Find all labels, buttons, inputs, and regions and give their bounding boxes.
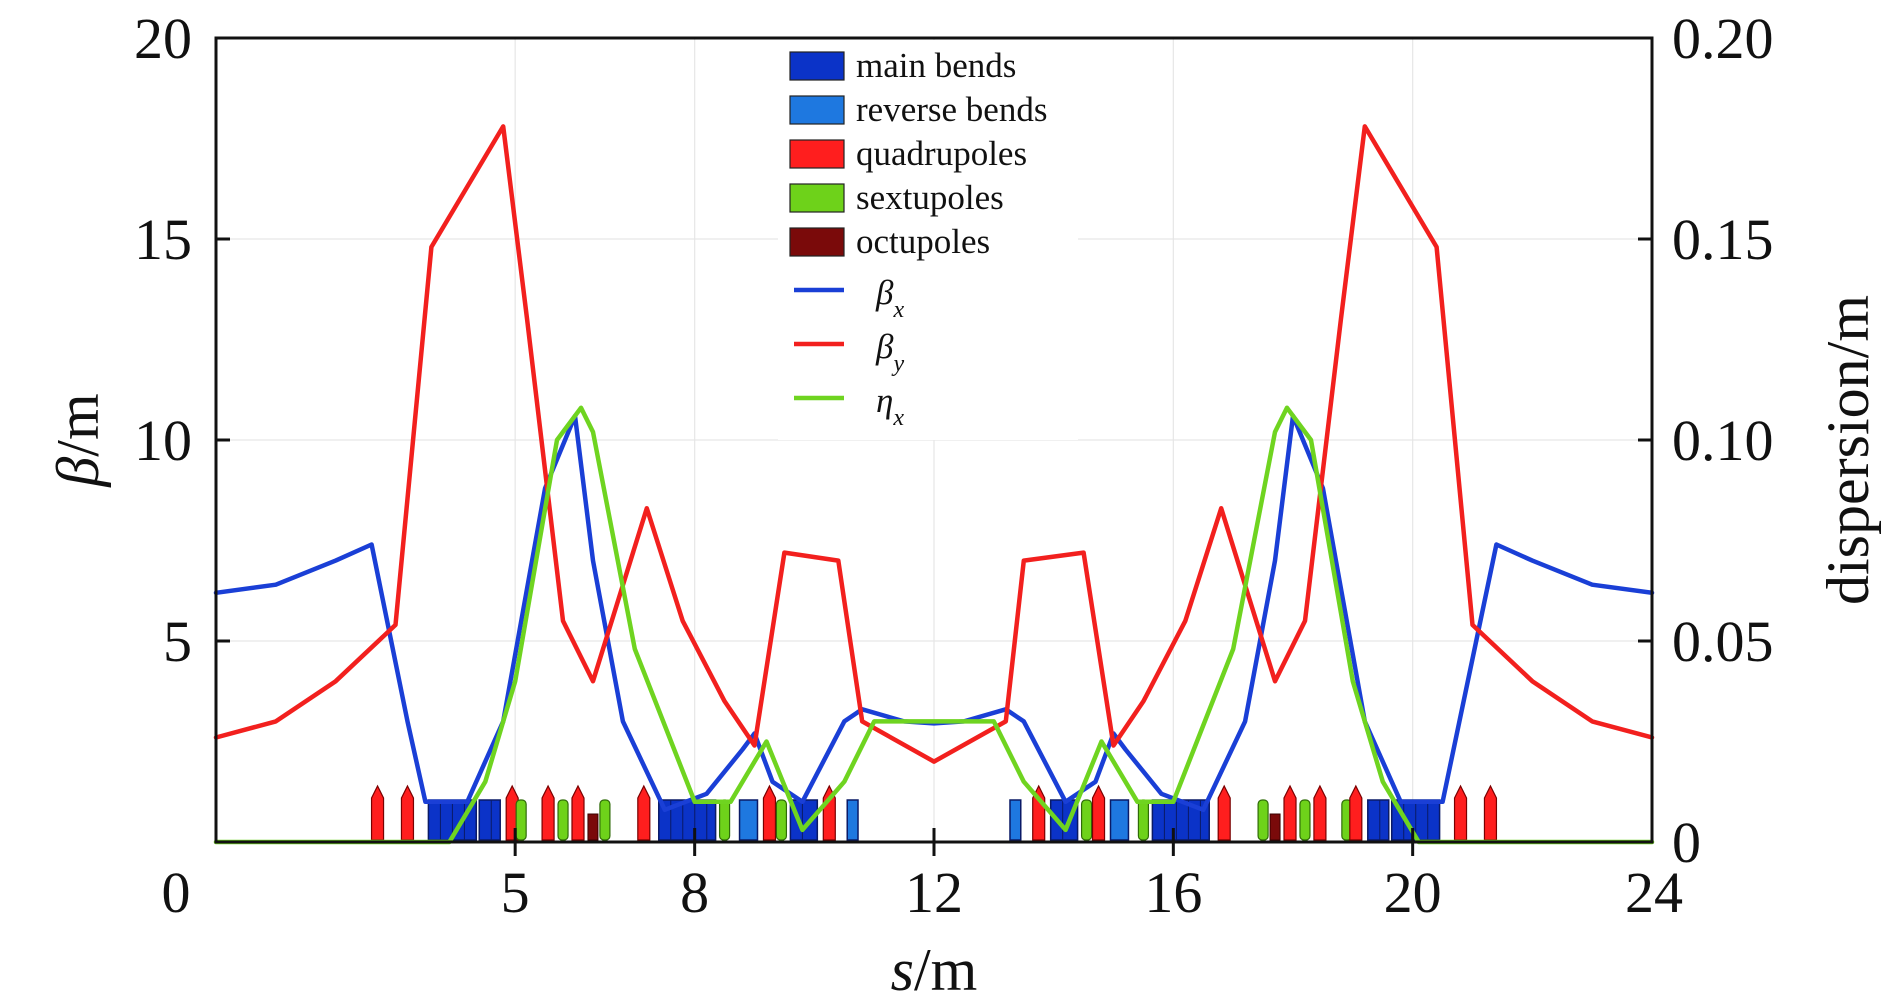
octupole-magnet [1269,813,1281,841]
sextupole-magnet [1299,799,1311,841]
quadrupole-magnet [541,784,555,841]
octupole-magnet [587,813,599,841]
sextupole-magnet [599,799,611,841]
y2-tick-label: 0.10 [1672,408,1774,473]
x-tick-label: 5 [501,860,530,925]
x-tick-label: 12 [905,860,963,925]
x-axis-title-symbol: s [891,937,914,1001]
reverse-bend-magnet [738,799,759,841]
sextupole-magnet [1257,799,1269,841]
y2-axis-title: dispersion/m [1815,295,1881,605]
reverse-bend-magnet [846,799,859,841]
legend-swatch [789,227,845,257]
legend-swatch [789,51,845,81]
series-line-x-dispersion [213,405,1655,845]
x-axis-title: s/m [891,937,978,1001]
x-tick-labels: 0 5 8 12 16 20 24 [162,860,1684,925]
sextupole-magnet [515,799,527,841]
legend-swatch [789,139,845,169]
quadrupole-magnet [370,784,385,841]
quadrupole-magnet [1283,784,1297,841]
series-line-y [213,124,1655,764]
y2-tick-labels: 0.20 0.15 0.10 0.05 0 [1672,6,1774,875]
legend-label: reverse bends [856,90,1047,129]
main-bend-magnet [478,799,501,841]
legend-label: sextupoles [856,178,1004,217]
legend-swatch [789,183,845,213]
quadrupole-magnet [1217,784,1231,841]
sextupole-magnet [1080,799,1093,841]
quadrupole-magnet [1313,784,1327,841]
y-axis-title: β/m [45,393,111,487]
quadrupole-magnet [1349,784,1363,841]
quadrupole-magnet [571,784,585,841]
sextupole-magnet [1137,799,1150,841]
reverse-bend-magnet [1009,799,1022,841]
y2-tick-label: 0.05 [1672,609,1774,674]
sextupole-magnet [718,799,731,841]
quadrupole-magnet [637,784,651,841]
x-tick-label: 24 [1625,860,1683,925]
y-tick-label: 5 [163,609,192,674]
quadrupole-magnet [762,784,777,841]
y-tick-labels: 20 15 10 5 [134,6,192,674]
y2-tick-label: 0.15 [1672,207,1774,272]
sextupole-magnet [557,799,569,841]
series-lines [213,124,1655,845]
x-tick-label: 20 [1384,860,1442,925]
legend-label: octupoles [856,222,990,261]
legend-swatch [789,95,845,125]
main-bend-magnet [1367,799,1390,841]
legend-label: main bends [856,46,1016,85]
legend: main bends reverse bends quadrupoles sextup… [778,40,1078,440]
quadrupole-magnet [1091,784,1106,841]
x-tick-label: 0 [162,860,191,925]
y2-tick-label: 0.20 [1672,6,1774,71]
y2-tick-label: 0 [1672,810,1701,875]
x-tick-label: 16 [1144,860,1202,925]
quadrupole-magnet [1483,784,1498,841]
tick-marks [216,237,1652,856]
y-tick-label: 10 [134,408,192,473]
quadrupole-magnet [1453,784,1468,841]
reverse-bend-magnet [1109,799,1130,841]
x-tick-label: 8 [680,860,709,925]
quadrupole-magnet [400,784,415,841]
y-axis-title-symbol: β [45,457,111,488]
y-axis-title-unit: /m [45,393,111,456]
y-tick-label: 15 [134,207,192,272]
legend-label: quadrupoles [856,134,1027,173]
x-axis-title-unit: /m [914,937,977,1001]
sextupole-magnet [775,799,788,841]
y-tick-label: 20 [134,6,192,71]
